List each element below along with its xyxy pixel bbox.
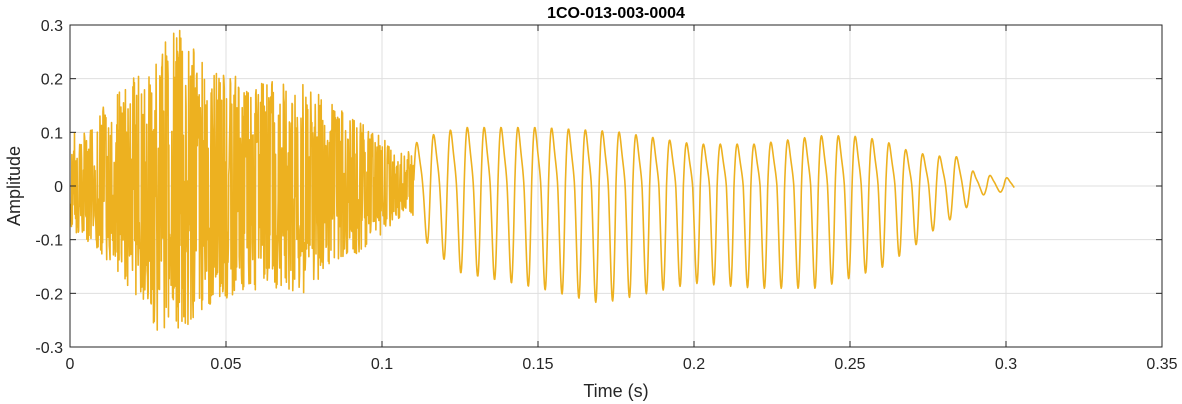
- y-tick-label: -0.1: [35, 233, 63, 250]
- y-tick-label: -0.3: [35, 340, 63, 357]
- x-tick-label: 0.25: [834, 356, 865, 373]
- x-tick-label: 0.15: [522, 356, 553, 373]
- y-tick-label: 0.2: [41, 72, 63, 89]
- waveform-series: [69, 29, 1015, 331]
- y-axis-label: Amplitude: [4, 146, 24, 226]
- x-tick-label: 0.35: [1146, 356, 1177, 373]
- y-tick-label: 0: [54, 179, 63, 196]
- x-tick-label: 0: [66, 356, 75, 373]
- x-tick-label: 0.05: [210, 356, 241, 373]
- chart-title: 1CO-013-003-0004: [547, 5, 685, 22]
- y-tick-label: 0.1: [41, 125, 63, 142]
- axis-ticks: 0 0.05 0.1 0.15 0.2 0.25 0.3 0.35 -0.3 -0.2 -0.1 0 0…: [35, 18, 1177, 373]
- x-tick-label: 0.1: [371, 356, 393, 373]
- x-axis-label: Time (s): [583, 381, 648, 401]
- x-tick-label: 0.3: [995, 356, 1017, 373]
- waveform-line: [69, 29, 1015, 331]
- y-tick-label: 0.3: [41, 18, 63, 35]
- y-tick-label: -0.2: [35, 286, 63, 303]
- x-tick-label: 0.2: [683, 356, 705, 373]
